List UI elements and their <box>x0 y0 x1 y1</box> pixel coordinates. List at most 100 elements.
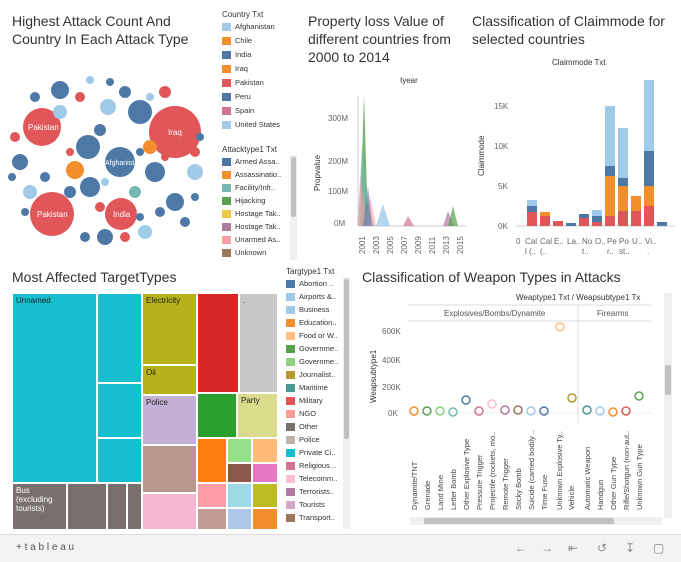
legend-item[interactable]: Facility/Infr.. <box>222 183 275 193</box>
bar-la[interactable] <box>566 223 576 226</box>
treemap-cell[interactable] <box>252 438 278 463</box>
treemap-cell[interactable] <box>142 493 197 530</box>
legend-item[interactable]: Business <box>286 305 329 315</box>
treemap-cell[interactable] <box>127 483 142 530</box>
legend-item[interactable]: Afghanistan <box>222 22 275 32</box>
legend-item[interactable]: Religious .. <box>286 461 336 471</box>
bar-e[interactable] <box>553 221 563 226</box>
legend-label: Chile <box>235 36 253 45</box>
treemap-cell[interactable] <box>142 445 197 493</box>
legend-item[interactable]: Transport.. <box>286 513 335 523</box>
legend-label: Facility/Infr.. <box>235 183 276 192</box>
undo-icon[interactable]: ← <box>515 541 527 555</box>
weapon-vertical-scrollbar[interactable] <box>664 293 672 518</box>
attack-legend-scrollbar[interactable] <box>290 155 297 260</box>
bar-no[interactable] <box>579 214 589 226</box>
legend-item[interactable]: Hostage Tak.. <box>222 209 281 219</box>
target-legend-scrollbar[interactable] <box>343 277 350 529</box>
legend-item[interactable]: Police <box>286 435 319 445</box>
treemap-cell-dot[interactable]: . <box>239 293 278 393</box>
treemap-cell[interactable] <box>197 393 237 438</box>
legend-item[interactable]: Armed Assa.. <box>222 157 280 167</box>
redo-icon[interactable]: → <box>541 541 553 555</box>
bubble-chart[interactable]: Pakistan Iraq Afghanistan Pakistan India <box>0 52 215 262</box>
legend-item[interactable]: Military <box>286 396 323 406</box>
bar-st[interactable] <box>631 196 641 226</box>
legend-item[interactable]: Unknown <box>222 248 266 258</box>
legend-item[interactable]: Private Ci.. <box>286 448 336 458</box>
treemap-cell-bus[interactable]: Bus (excluding tourists) <box>12 483 67 530</box>
legend-item[interactable]: India <box>222 50 251 60</box>
legend-item[interactable]: Tourists <box>286 500 325 510</box>
legend-item[interactable]: NGO <box>286 409 316 419</box>
x-tick: Automatic Weapon <box>583 447 592 510</box>
bar-vi[interactable] <box>657 222 667 226</box>
treemap-cell[interactable] <box>97 383 142 438</box>
scrollbar-thumb[interactable] <box>665 365 671 395</box>
legend-item[interactable]: Abortion .. <box>286 279 333 289</box>
legend-item[interactable]: Unarmed As.. <box>222 235 280 245</box>
treemap-cell[interactable] <box>197 438 227 483</box>
weapon-horizontal-scrollbar[interactable] <box>410 517 662 525</box>
treemap-cell-electricity[interactable]: Electricity <box>142 293 197 365</box>
treemap-cell[interactable] <box>97 438 142 483</box>
legend-item[interactable]: Governme.. <box>286 357 338 367</box>
treemap-cell-unnamed[interactable]: Unnamed <box>12 293 97 483</box>
treemap-cell[interactable] <box>197 293 239 393</box>
x-tick: Vehicle <box>567 486 576 510</box>
treemap-cell[interactable] <box>252 463 278 483</box>
legend-item[interactable]: Education.. <box>286 318 337 328</box>
bar-o[interactable] <box>592 210 602 226</box>
legend-item[interactable]: Airports &.. <box>286 292 336 302</box>
treemap-cell[interactable] <box>252 508 278 530</box>
treemap-cell[interactable] <box>227 483 252 508</box>
bar-cal1[interactable] <box>527 200 537 226</box>
claimmode-bar-chart[interactable]: Claimmode 15K 10K 5K 0K 0 Cal Cal E.. La… <box>472 66 677 266</box>
scrollbar-thumb[interactable] <box>344 279 349 439</box>
legend-item[interactable]: Maritime <box>286 383 328 393</box>
legend-item[interactable]: Pakistan <box>222 78 264 88</box>
bar-po[interactable] <box>618 128 628 226</box>
legend-item[interactable]: United States <box>222 120 280 130</box>
legend-item[interactable]: Assassinatio.. <box>222 170 281 180</box>
download-icon[interactable]: ↧ <box>625 541 636 555</box>
revert-icon[interactable]: ⇤ <box>568 541 579 555</box>
scrollbar-thumb[interactable] <box>424 518 614 524</box>
treemap-cell-party[interactable]: Party <box>237 393 278 438</box>
property-line-chart[interactable]: Propvalue 300M 200M 100M 0M 2001 2003 20… <box>308 86 468 261</box>
swatch <box>222 223 231 232</box>
treemap-cell[interactable] <box>97 293 142 383</box>
tableau-logo[interactable]: + t a b l e a u <box>16 542 75 553</box>
legend-item[interactable]: Terrorists.. <box>286 487 334 497</box>
legend-item[interactable]: Peru <box>222 92 251 102</box>
legend-item[interactable]: Spain <box>222 106 254 116</box>
legend-item[interactable]: Telecomm.. <box>286 474 337 484</box>
legend-item[interactable]: Governme.. <box>286 344 338 354</box>
treemap-cell[interactable] <box>197 483 227 508</box>
treemap-cell[interactable] <box>227 463 252 483</box>
bar-cal2[interactable] <box>540 212 550 226</box>
legend-item[interactable]: Hijacking <box>222 196 265 206</box>
treemap-cell[interactable] <box>252 483 278 508</box>
legend-item[interactable]: Food or W.. <box>286 331 338 341</box>
legend-item[interactable]: Other <box>286 422 318 432</box>
legend-item[interactable]: Hostage Tak.. <box>222 222 281 232</box>
fullscreen-icon[interactable]: ▢ <box>653 541 665 555</box>
treemap-cell[interactable] <box>227 438 252 463</box>
share-icon[interactable]: ↺ <box>597 541 608 555</box>
legend-item[interactable]: Iraq <box>222 64 248 74</box>
treemap-cell-oil[interactable]: Oil <box>142 365 197 395</box>
treemap-cell[interactable] <box>227 508 252 530</box>
legend-item[interactable]: Chile <box>222 36 252 46</box>
treemap-cell[interactable] <box>67 483 107 530</box>
treemap[interactable]: Unnamed Bus (excluding tourists) Electri… <box>12 293 278 530</box>
bar-pe[interactable] <box>605 106 615 226</box>
treemap-cell[interactable] <box>107 483 127 530</box>
scrollbar-thumb[interactable] <box>291 157 296 217</box>
bar-u[interactable] <box>644 80 654 226</box>
legend-label: Peru <box>235 92 251 101</box>
treemap-cell[interactable] <box>197 508 227 530</box>
weapon-circle-chart[interactable]: Weaptype1 Txt / Weapsubtype1 Tx Explosiv… <box>362 288 680 532</box>
legend-item[interactable]: Journalist.. <box>286 370 335 380</box>
treemap-cell-police[interactable]: Police <box>142 395 197 445</box>
